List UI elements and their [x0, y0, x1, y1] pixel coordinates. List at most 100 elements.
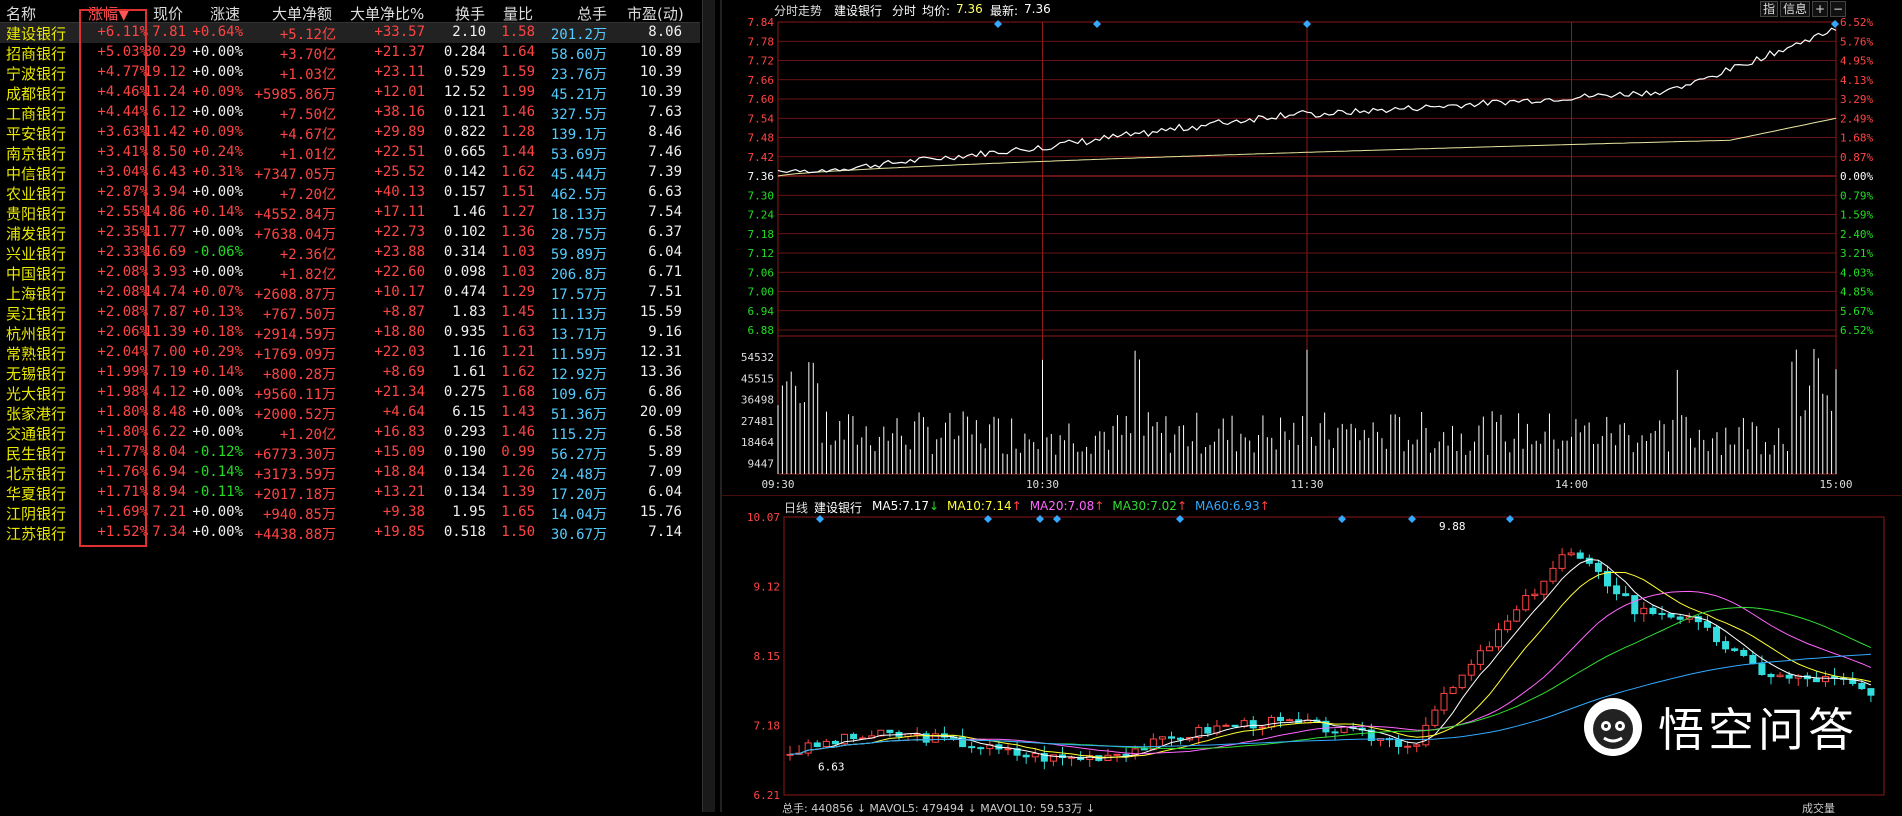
cell-pe: 6.71 [648, 264, 682, 280]
pane-divider[interactable] [720, 0, 722, 812]
cell-turnover: 1.95 [452, 504, 486, 520]
cell-speed: +0.00% [192, 184, 243, 200]
candle-body [1576, 552, 1584, 559]
candle-body [931, 733, 939, 743]
table-row[interactable]: 杭州银行 +2.06% 11.39 +0.18% +2914.59万 +18.80 0.93… [0, 323, 700, 343]
cell-change: +2.06% [97, 324, 148, 340]
candle-body [1449, 687, 1457, 694]
table-row[interactable]: 宁波银行 +4.77% 19.12 +0.00% +1.03亿 +23.11 0.529 1.… [0, 63, 700, 83]
high-price-label: 9.88 [1439, 520, 1466, 533]
info-button[interactable]: 信息 [1780, 1, 1811, 17]
table-row[interactable]: 浦发银行 +2.35% 11.77 +0.00% +7638.04万 +22.73 0.10… [0, 223, 700, 243]
stock-name: 光大银行 [6, 385, 67, 403]
cell-change: +3.04% [97, 164, 148, 180]
cell-change: +3.41% [97, 144, 148, 160]
pct-tick-label: 4.95% [1840, 55, 1873, 68]
candle-body [1649, 607, 1657, 614]
cell-bigorder-net: +4552.84万 [254, 207, 336, 223]
cell-price: 6.43 [152, 164, 186, 180]
col-header-bigorder-net[interactable]: 大单净额 [272, 5, 333, 23]
col-header-speed[interactable]: 涨速 [210, 5, 241, 23]
table-scrollbar[interactable] [702, 0, 715, 812]
table-row[interactable]: 江阴银行 +1.69% 7.21 +0.00% +940.85万 +9.38 1.95 1.6… [0, 503, 700, 523]
table-row[interactable]: 交通银行 +1.80% 6.22 +0.00% +1.20亿 +16.83 0.293 1.4… [0, 423, 700, 443]
cell-price: 11.77 [143, 224, 186, 240]
zoom-out-button[interactable]: − [1830, 1, 1847, 17]
cell-turnover: 0.121 [443, 104, 486, 120]
table-row[interactable]: 常熟银行 +2.04% 7.00 +0.29% +1769.09万 +22.03 1.16 1… [0, 343, 700, 363]
cell-turnover: 1.83 [452, 304, 486, 320]
intraday-title: 分时走势 [774, 4, 823, 18]
cell-price: 8.50 [152, 144, 186, 160]
cell-price: 6.94 [152, 464, 186, 480]
candle-body [1249, 720, 1257, 729]
table-row[interactable]: 贵阳银行 +2.55% 14.86 +0.14% +4552.84万 +17.11 1.46… [0, 203, 700, 223]
candle-body [1703, 621, 1711, 628]
cell-price: 30.29 [143, 44, 186, 60]
cell-turnover: 0.935 [443, 324, 486, 340]
table-row[interactable]: 江苏银行 +1.52% 7.34 +0.00% +4438.88万 +19.85 0.518… [0, 523, 700, 543]
cell-bigorder-ratio: +33.57 [374, 24, 425, 40]
cell-bigorder-ratio: +10.17 [374, 284, 425, 300]
cell-turnover: 0.134 [443, 484, 486, 500]
table-row[interactable]: 民生银行 +1.77% 8.04 -0.12% +6773.30万 +15.09 0.190… [0, 443, 700, 463]
cell-bigorder-net: +1.01亿 [279, 147, 336, 163]
col-header-price[interactable]: 现价 [153, 5, 184, 23]
cell-price: 11.42 [143, 124, 186, 140]
table-row[interactable]: 建设银行 +6.11% 7.81 +0.64% +5.12亿 +33.57 2.10 1.58… [0, 23, 700, 43]
table-row[interactable]: 北京银行 +1.76% 6.94 -0.14% +3173.59万 +18.84 0.134… [0, 463, 700, 483]
cell-total-volume: 201.2万 [550, 27, 607, 43]
table-row[interactable]: 成都银行 +4.46% 11.24 +0.09% +5985.86万 +12.01 12.5… [0, 83, 700, 103]
table-row[interactable]: 平安银行 +3.63% 11.42 +0.09% +4.67亿 +29.89 0.822 1.… [0, 123, 700, 143]
table-row[interactable]: 招商银行 +5.03% 30.29 +0.00% +3.70亿 +21.37 0.284 1.… [0, 43, 700, 63]
table-row[interactable]: 中国银行 +2.08% 3.93 +0.00% +1.82亿 +22.60 0.098 1.0… [0, 263, 700, 283]
table-row[interactable]: 上海银行 +2.08% 14.74 +0.07% +2608.87万 +10.17 0.47… [0, 283, 700, 303]
cell-volume-ratio: 1.26 [501, 464, 535, 480]
candle-body [841, 733, 848, 745]
candle-body [1322, 720, 1330, 733]
zoom-in-button[interactable]: + [1812, 1, 1829, 17]
cell-total-volume: 58.60万 [550, 47, 607, 63]
table-row[interactable]: 华夏银行 +1.71% 8.94 -0.11% +2017.18万 +13.21 0.134… [0, 483, 700, 503]
cell-change: +2.35% [97, 224, 148, 240]
cell-change: +1.52% [97, 524, 148, 540]
wukong-icon [1584, 698, 1642, 756]
table-row[interactable]: 农业银行 +2.87% 3.94 +0.00% +7.20亿 +40.13 0.157 1.5… [0, 183, 700, 203]
table-row[interactable]: 无锡银行 +1.99% 7.19 +0.14% +800.28万 +8.69 1.61 1.6… [0, 363, 700, 383]
col-header-name[interactable]: 名称 [6, 5, 37, 23]
cell-turnover: 0.665 [443, 144, 486, 160]
cell-speed: +0.00% [192, 224, 243, 240]
candle-body [1749, 654, 1757, 665]
candle-body [1049, 754, 1057, 762]
index-button[interactable]: 指 [1760, 1, 1779, 17]
table-row[interactable]: 兴业银行 +2.33% 16.69 -0.06% +2.36亿 +23.88 0.314 1.… [0, 243, 700, 263]
col-header-bigorder-ratio[interactable]: 大单净比% [350, 5, 425, 23]
table-row[interactable]: 中信银行 +3.04% 6.43 +0.31% +7347.05万 +25.52 0.142… [0, 163, 700, 183]
col-header-total-volume[interactable]: 总手 [577, 5, 608, 23]
col-header-volume-ratio[interactable]: 量比 [503, 5, 534, 23]
cell-change: +5.03% [97, 44, 148, 60]
watermark-text: 悟空问答 [1658, 703, 1858, 757]
candle-body [1040, 753, 1048, 762]
table-row[interactable]: 南京银行 +3.41% 8.50 +0.24% +1.01亿 +22.51 0.665 1.4… [0, 143, 700, 163]
cell-change: +2.08% [97, 304, 148, 320]
cell-bigorder-net: +5985.86万 [254, 87, 336, 103]
price-tick-label: 7.54 [748, 112, 775, 125]
table-row[interactable]: 工商银行 +4.44% 6.12 +0.00% +7.50亿 +38.16 0.121 1.4… [0, 103, 700, 123]
volume-indicator-label[interactable]: 成交量 [1802, 802, 1835, 815]
price-tick-label: 7.24 [748, 209, 775, 222]
candle-body [786, 753, 794, 756]
cell-price: 11.39 [143, 324, 186, 340]
cell-bigorder-ratio: +23.88 [374, 244, 425, 260]
table-row[interactable]: 吴江银行 +2.08% 7.87 +0.13% +767.50万 +8.87 1.83 1.4… [0, 303, 700, 323]
table-row[interactable]: 光大银行 +1.98% 4.12 +0.00% +9560.11万 +21.34 0.275… [0, 383, 700, 403]
cell-volume-ratio: 1.68 [501, 384, 535, 400]
cell-volume-ratio: 1.44 [501, 144, 535, 160]
ma-value: 7.02 [1150, 499, 1177, 513]
col-header-turnover[interactable]: 换手 [455, 5, 486, 23]
cell-price: 3.94 [152, 184, 186, 200]
col-header-pe[interactable]: 市盈(动) [627, 5, 684, 23]
stock-name: 无锡银行 [6, 365, 67, 383]
cell-bigorder-ratio: +38.16 [374, 104, 425, 120]
table-row[interactable]: 张家港行 +1.80% 8.48 +0.00% +2000.52万 +4.64 6.15 1.… [0, 403, 700, 423]
